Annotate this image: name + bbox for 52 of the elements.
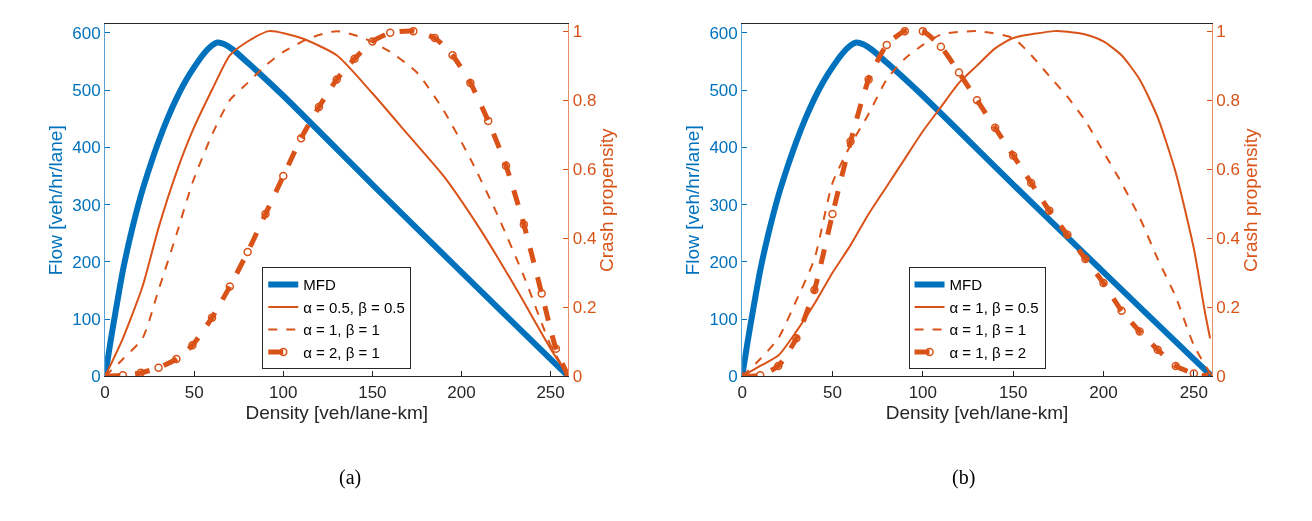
y2-tick-label: 0.2	[572, 298, 597, 318]
x-tick-label: 250	[1179, 382, 1209, 402]
legend-label: MFD	[949, 276, 983, 294]
x-tick-label: 250	[536, 382, 565, 402]
y-axis-title: Flow [veh/hr/lane]	[682, 125, 704, 276]
y-tick-label: 400	[709, 138, 738, 158]
y2-tick-label: 1	[1216, 22, 1226, 42]
x-tick-label: 200	[1089, 382, 1118, 402]
y2-tick-label: 0	[572, 367, 583, 387]
text: (b)	[952, 466, 976, 489]
y-tick-label: 300	[72, 195, 101, 215]
legend-label: MFD	[303, 276, 336, 294]
x-tick-label: 100	[908, 382, 938, 402]
y2-tick-label: 0.6	[572, 160, 597, 180]
y2-tick-label: 0	[1216, 367, 1226, 387]
legend-label: α = 1, β = 0.5	[949, 298, 1039, 316]
y-tick-label: 300	[709, 195, 738, 215]
y2-tick-label: 1	[572, 22, 583, 42]
legend-label: α = 1, β = 2	[949, 343, 1027, 361]
y-tick-label: 600	[709, 23, 738, 43]
y-tick-label: 200	[72, 252, 101, 272]
y-tick-label: 0	[728, 367, 738, 387]
y2-tick-label: 0.4	[572, 229, 597, 249]
y-tick-label: 0	[91, 367, 101, 387]
x-tick-label: 150	[358, 382, 387, 402]
x-axis-title: Density [veh/lane-km]	[885, 401, 1069, 423]
y2-tick-label: 0.8	[1216, 91, 1240, 111]
y-tick-label: 200	[709, 252, 738, 272]
legend-label: α = 1, β = 1	[303, 321, 380, 339]
legend-label: α = 1, β = 1	[949, 321, 1027, 339]
x-tick-label: 50	[184, 382, 204, 402]
y2-tick-label: 0.2	[1216, 298, 1240, 318]
y2-tick-label: 0.4	[1216, 229, 1240, 249]
text: (a)	[339, 466, 362, 489]
y2-axis-title: Crash propensity	[596, 127, 618, 273]
y-tick-label: 100	[709, 310, 738, 330]
x-tick-label: 150	[998, 382, 1028, 402]
x-tick-label: 100	[269, 382, 298, 402]
y-tick-label: 100	[72, 310, 101, 330]
y2-tick-label: 0.8	[572, 91, 597, 111]
y-tick-label: 500	[72, 81, 101, 101]
y2-axis-title: Crash propensity	[1239, 127, 1261, 273]
x-tick-label: 200	[447, 382, 476, 402]
x-tick-label: 50	[823, 382, 842, 402]
y2-tick-label: 0.6	[1216, 160, 1240, 180]
legend-label: α = 2, β = 1	[303, 343, 380, 361]
y-tick-label: 500	[709, 81, 738, 101]
y-axis-title: Flow [veh/hr/lane]	[45, 125, 67, 276]
y-tick-label: 600	[72, 23, 101, 43]
x-axis-title: Density [veh/lane-km]	[245, 401, 429, 423]
y-tick-label: 400	[72, 138, 101, 158]
legend-label: α = 0.5, β = 0.5	[303, 298, 405, 316]
